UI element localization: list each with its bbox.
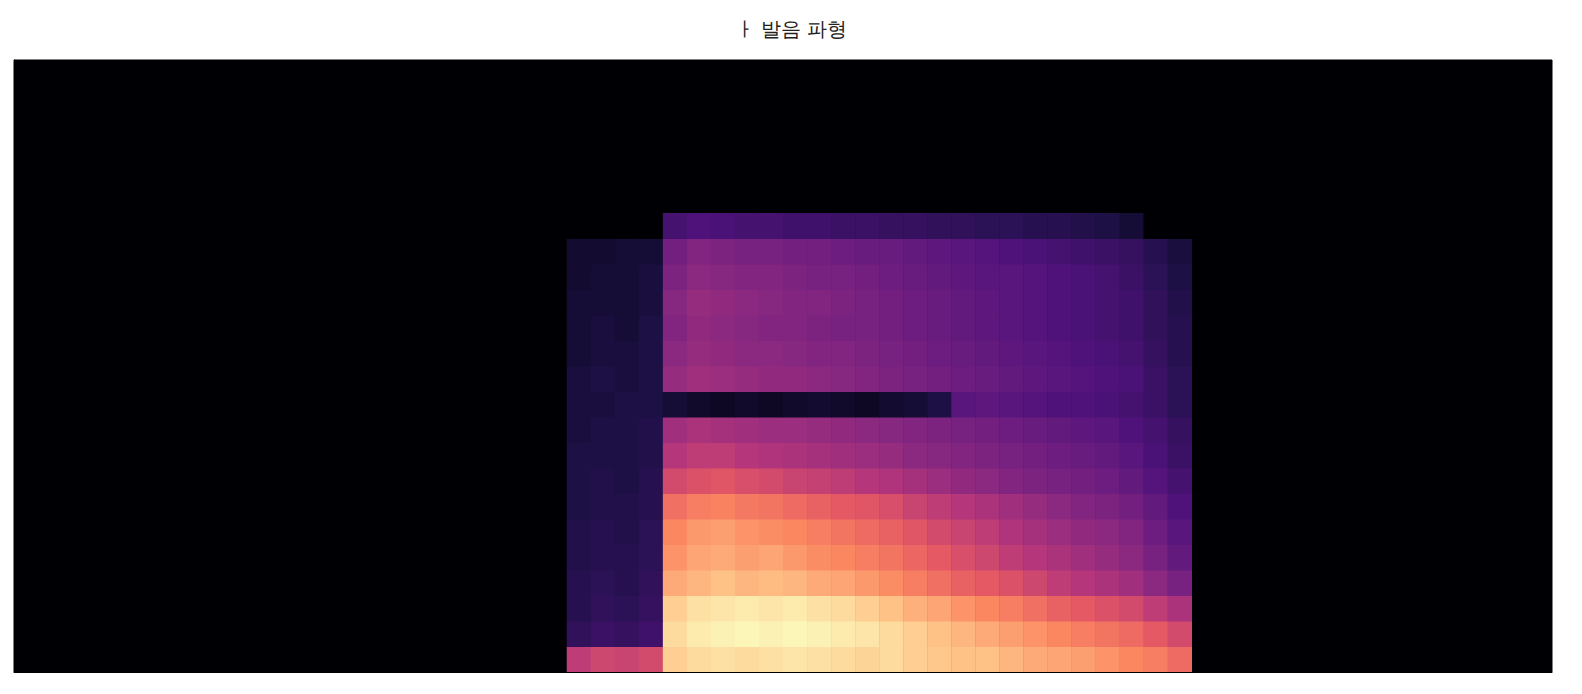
svg-text:ㅏ 발음 파형: ㅏ 발음 파형: [735, 17, 848, 41]
